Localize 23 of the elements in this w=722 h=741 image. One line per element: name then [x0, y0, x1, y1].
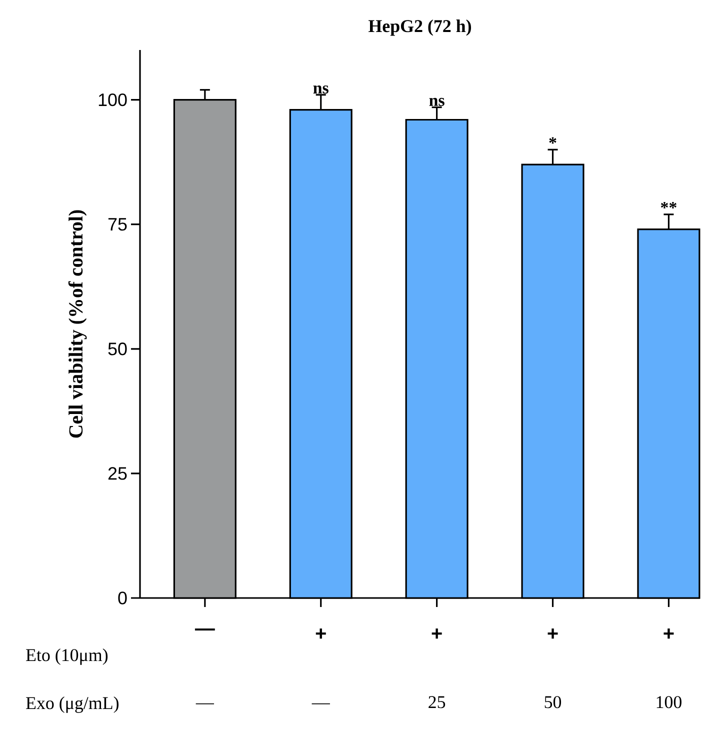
text: Exo (μg/mL)	[26, 696, 119, 713]
text: 100	[656, 696, 682, 708]
text: 25	[428, 696, 446, 708]
y-tick-label: 0	[118, 592, 127, 604]
text: —	[312, 703, 330, 704]
text: Eto (10μm)	[26, 648, 108, 665]
x-tick-label: —	[194, 628, 215, 630]
y-axis-title: Cell viability (%of control)	[68, 210, 87, 438]
annotation: **	[660, 202, 676, 208]
text: —	[196, 703, 214, 704]
chart-title: HepG2 (72 h)	[368, 20, 472, 36]
y-tick-label: 100	[98, 93, 127, 106]
x-tick-label: +	[316, 628, 326, 639]
annotation: *	[549, 137, 556, 144]
annotation: ns	[429, 98, 444, 106]
y-tick-label: 50	[108, 342, 127, 356]
x-tick-label: +	[548, 628, 558, 639]
x-tick-label: +	[432, 628, 442, 639]
text: 50	[544, 696, 562, 708]
annotation: ns	[313, 85, 328, 94]
x-tick-label: +	[664, 628, 674, 639]
y-tick-label: 25	[108, 467, 127, 480]
y-tick-label: 75	[108, 218, 127, 231]
